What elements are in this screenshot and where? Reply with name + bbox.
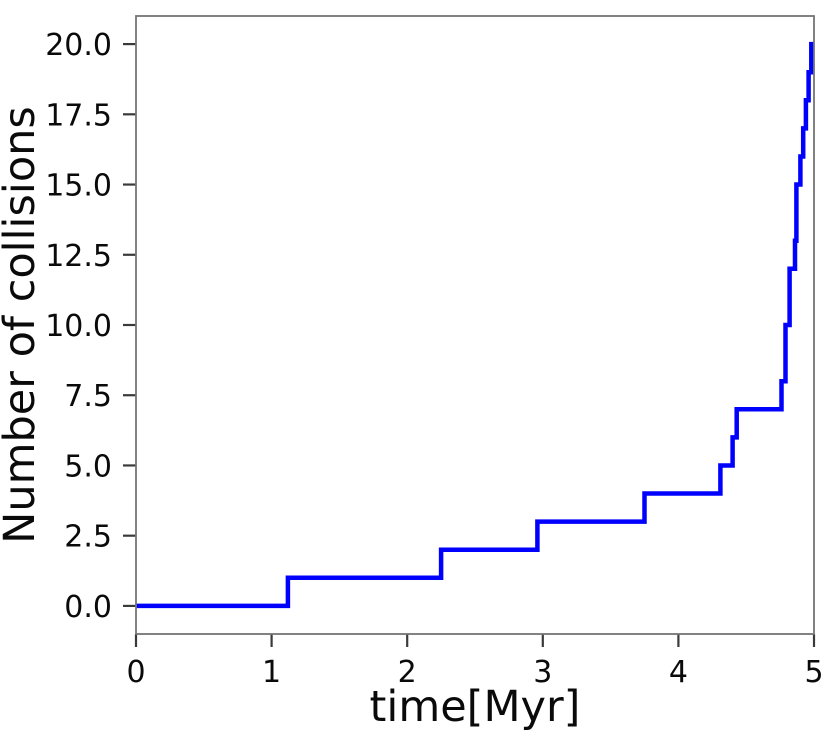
y-tick-label: 15.0 (45, 169, 112, 204)
x-axis-label: time[Myr] (370, 682, 581, 732)
y-tick-label: 2.5 (64, 520, 112, 555)
x-tick-label: 5 (804, 655, 823, 690)
x-tick-label: 1 (262, 655, 281, 690)
x-tick-label: 3 (533, 655, 552, 690)
y-tick-label: 10.0 (45, 309, 112, 344)
x-tick-label: 2 (398, 655, 417, 690)
y-tick-label: 0.0 (64, 590, 112, 625)
y-tick-label: 5.0 (64, 449, 112, 484)
ticks-layer (123, 42, 816, 647)
tick-labels-layer: 0 1 2 3 4 5 0.0 2.5 5.0 7.5 10.0 12.5 15.0 17.5 20.0 (45, 28, 823, 690)
axes-spines (135, 15, 815, 635)
plot-area (136, 16, 814, 634)
y-tick-label: 12.5 (45, 239, 112, 274)
y-tick-label: 17.5 (45, 98, 112, 133)
collision-count-line (136, 41, 814, 609)
x-tick-label: 4 (669, 655, 688, 690)
y-tick-label: 20.0 (45, 28, 112, 63)
y-axis-label: Number of collisions (0, 106, 45, 544)
y-tick-label: 7.5 (64, 379, 112, 414)
x-tick-label: 0 (126, 655, 145, 690)
